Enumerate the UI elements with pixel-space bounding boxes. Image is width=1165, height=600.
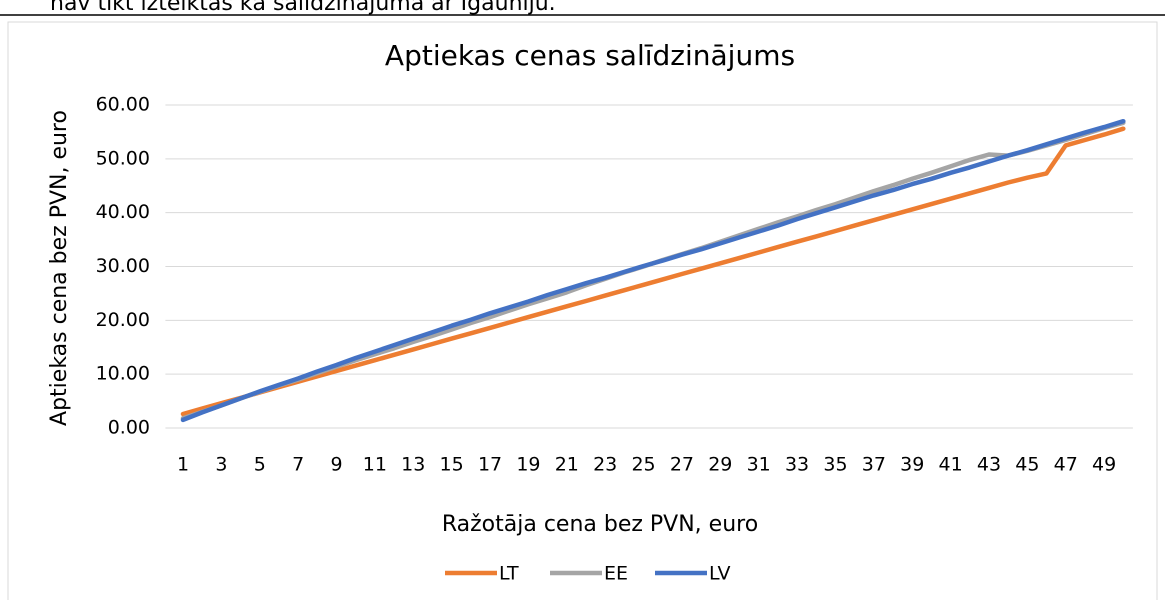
x-tick-label: 15 bbox=[440, 454, 464, 476]
y-tick-label: 30.00 bbox=[96, 255, 150, 277]
x-tick-label: 45 bbox=[1015, 454, 1039, 476]
x-tick-label: 37 bbox=[862, 454, 886, 476]
text-above: nav tikt izteiktas kā salīdzinājumā ar I… bbox=[50, 0, 556, 16]
x-tick-label: 5 bbox=[254, 454, 266, 476]
chart-border bbox=[7, 21, 1158, 600]
legend-label: LT bbox=[499, 563, 519, 585]
x-tick-label: 3 bbox=[215, 454, 227, 476]
y-tick-label: 10.00 bbox=[96, 363, 150, 385]
x-tick-label: 23 bbox=[593, 454, 617, 476]
x-tick-label: 39 bbox=[900, 454, 924, 476]
x-tick-label: 19 bbox=[516, 454, 540, 476]
x-tick-label: 41 bbox=[939, 454, 963, 476]
x-tick-label: 31 bbox=[747, 454, 771, 476]
x-tick-label: 47 bbox=[1054, 454, 1078, 476]
series-line bbox=[180, 118, 1126, 423]
legend-label: EE bbox=[604, 563, 628, 585]
x-tick-label: 27 bbox=[670, 454, 694, 476]
x-tick-label: 11 bbox=[363, 454, 387, 476]
series-line bbox=[180, 126, 1126, 417]
y-tick-label: 50.00 bbox=[96, 147, 150, 169]
chart-title: Aptiekas cenas salīdzinājums bbox=[385, 39, 795, 72]
x-tick-label: 33 bbox=[785, 454, 809, 476]
y-tick-label: 60.00 bbox=[96, 94, 150, 116]
x-tick-label: 1 bbox=[177, 454, 189, 476]
y-tick-label: 40.00 bbox=[96, 201, 150, 223]
y-axis-title: Aptiekas cena bez PVN, euro bbox=[47, 110, 72, 426]
x-tick-label: 43 bbox=[977, 454, 1001, 476]
x-tick-label: 21 bbox=[555, 454, 579, 476]
y-tick-label: 0.00 bbox=[108, 417, 150, 439]
x-tick-label: 25 bbox=[631, 454, 655, 476]
y-tick-label: 20.00 bbox=[96, 309, 150, 331]
x-tick-label: 13 bbox=[401, 454, 425, 476]
x-axis-title: Ražotāja cena bez PVN, euro bbox=[442, 512, 758, 537]
x-tick-label: 17 bbox=[478, 454, 502, 476]
x-tick-label: 7 bbox=[292, 454, 304, 476]
x-tick-label: 35 bbox=[823, 454, 847, 476]
x-tick-label: 9 bbox=[330, 454, 342, 476]
x-tick-label: 49 bbox=[1092, 454, 1116, 476]
x-tick-label: 29 bbox=[708, 454, 732, 476]
legend-label: LV bbox=[709, 563, 731, 585]
